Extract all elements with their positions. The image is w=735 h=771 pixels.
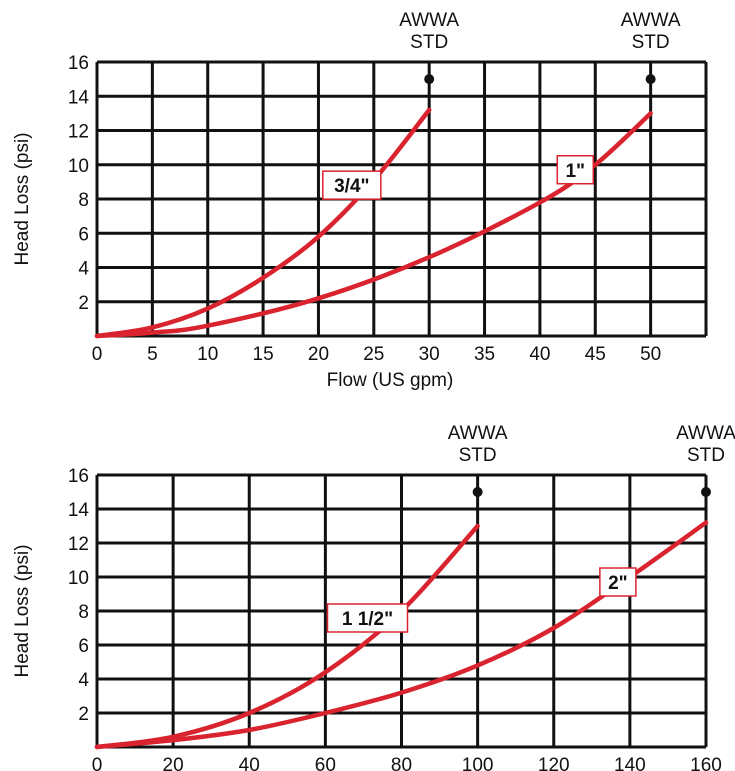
x-tick-label: 40 <box>239 755 260 771</box>
x-tick-label: 5 <box>147 344 158 365</box>
x-tick-label: 20 <box>163 755 184 771</box>
x-tick-label: 100 <box>462 755 494 771</box>
y-axis-label: Head Loss (psi) <box>12 132 33 265</box>
y-tick-label: 2 <box>78 704 89 725</box>
x-tick-label: 120 <box>538 755 570 771</box>
awwa-std-label: AWWA STD <box>621 10 681 53</box>
awwa-std-marker-dot <box>701 487 711 497</box>
y-tick-label: 6 <box>78 636 89 657</box>
x-tick-label: 40 <box>529 344 550 365</box>
y-tick-label: 12 <box>68 534 89 555</box>
y-tick-label: 10 <box>68 156 89 177</box>
awwa-std-marker-dot <box>424 74 435 85</box>
x-tick-label: 60 <box>315 755 336 771</box>
y-tick-label: 16 <box>68 466 89 487</box>
y-tick-label: 4 <box>78 670 89 691</box>
series-label-box <box>326 603 409 633</box>
x-tick-label: 25 <box>363 344 384 365</box>
y-tick-label: 14 <box>68 87 90 108</box>
series-label-box <box>556 155 595 185</box>
x-tick-label: 0 <box>92 755 103 771</box>
x-tick-label: 140 <box>614 755 646 771</box>
series-label: 3/4" <box>334 176 369 197</box>
x-tick-label: 80 <box>391 755 412 771</box>
y-tick-label: 16 <box>68 53 89 74</box>
y-axis-label: Head Loss (psi) <box>12 544 33 677</box>
y-tick-label: 14 <box>68 500 90 521</box>
y-tick-label: 12 <box>68 122 89 143</box>
awwa-std-marker-dot <box>645 74 656 85</box>
y-tick-label: 6 <box>78 224 89 245</box>
x-tick-label: 0 <box>92 344 103 365</box>
y-tick-label: 8 <box>78 602 89 623</box>
awwa-std-label: AWWA STD <box>399 10 459 53</box>
awwa-std-marker-dot <box>472 487 483 497</box>
y-tick-label: 8 <box>78 190 89 211</box>
chart-1: 2 4 6 8 10 12 14 16 0 5 10 15 20 25 30 35 40 45 50 Flow (US… <box>12 10 708 391</box>
x-tick-label: 15 <box>253 344 274 365</box>
x-tick-label: 10 <box>197 344 218 365</box>
series-label: 1" <box>565 161 585 182</box>
x-tick-label: 160 <box>690 755 722 771</box>
y-tick-label: 10 <box>68 568 89 589</box>
x-axis-label: Flow (US gpm) <box>327 370 454 391</box>
x-tick-label: 50 <box>640 344 661 365</box>
x-tick-label: 20 <box>308 344 329 365</box>
x-tick-label: 35 <box>474 344 495 365</box>
x-tick-label: 30 <box>419 344 440 365</box>
x-tick-label: 45 <box>585 344 606 365</box>
awwa-std-label: AWWA STD <box>448 423 508 466</box>
series-line-1 <box>94 523 480 750</box>
series-label: 2" <box>608 573 628 594</box>
series-label: 1 1/2" <box>342 609 393 630</box>
y-tick-label: 2 <box>78 293 89 314</box>
series-label-box <box>322 170 382 200</box>
series-label-box <box>599 567 637 597</box>
y-tick-label: 4 <box>78 259 89 280</box>
awwa-std-label: AWWA STD <box>676 423 735 466</box>
